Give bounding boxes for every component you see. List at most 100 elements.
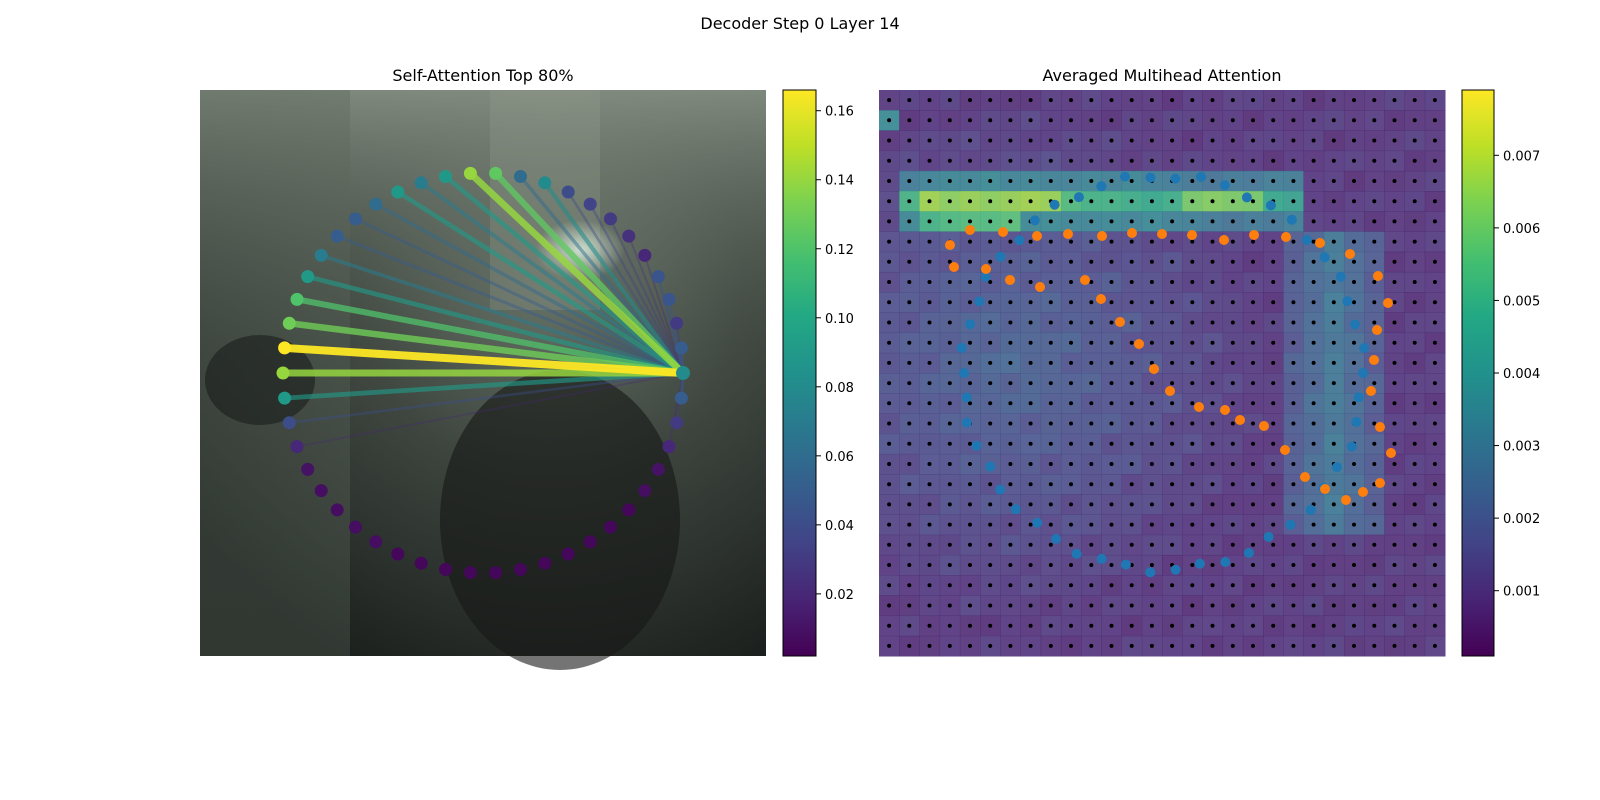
grid-dot — [1352, 522, 1356, 527]
grid-dot — [1069, 441, 1073, 446]
grid-dot — [1412, 340, 1417, 345]
contour-point — [981, 264, 991, 274]
grid-dot — [1372, 259, 1377, 264]
grid-dot — [1432, 381, 1437, 386]
contour-point — [638, 248, 652, 262]
grid-dot — [1331, 98, 1336, 103]
grid-dot — [1331, 441, 1336, 446]
grid-dot — [1109, 280, 1114, 284]
grid-dot — [1311, 199, 1316, 204]
grid-dot — [1129, 98, 1134, 103]
contour-point — [662, 440, 676, 454]
colorbar-tick-label: 0.001 — [1503, 585, 1540, 600]
contour-point — [278, 391, 292, 405]
grid-dot — [1392, 158, 1397, 163]
grid-dot — [1311, 239, 1316, 244]
grid-dot — [1372, 603, 1377, 608]
contour-point — [301, 462, 315, 476]
grid-dot — [988, 603, 993, 608]
contour-point — [314, 484, 328, 498]
grid-dot — [1190, 118, 1195, 123]
grid-dot — [1251, 603, 1255, 608]
contour-point — [282, 316, 296, 330]
grid-dot — [1170, 522, 1175, 527]
grid-dot — [1008, 98, 1013, 103]
contour-point — [1032, 517, 1043, 528]
grid-dot — [947, 179, 952, 183]
grid-dot — [927, 239, 932, 244]
grid-dot — [1311, 381, 1316, 386]
grid-dot — [1089, 482, 1094, 487]
grid-dot — [1372, 381, 1377, 386]
grid-dot — [927, 643, 932, 648]
grid-dot — [947, 563, 952, 567]
contour-point — [1170, 173, 1181, 184]
grid-dot — [1251, 441, 1255, 446]
contour-point — [1335, 271, 1346, 282]
grid-dot — [1028, 138, 1033, 143]
grid-dot — [1432, 482, 1437, 487]
contour-point — [1194, 402, 1204, 412]
grid-dot — [1069, 179, 1073, 183]
grid-dot — [1291, 643, 1296, 648]
grid-dot — [1028, 158, 1033, 163]
grid-dot — [1190, 603, 1195, 608]
grid-dot — [1392, 118, 1397, 123]
grid-dot — [1129, 542, 1134, 547]
grid-dot — [1190, 522, 1195, 527]
grid-dot — [1190, 563, 1195, 567]
contour-point — [1300, 472, 1310, 482]
grid-dot — [1008, 320, 1013, 325]
grid-dot — [1190, 320, 1195, 325]
grid-dot — [1271, 340, 1276, 345]
grid-dot — [1412, 219, 1417, 224]
contour-point — [676, 366, 690, 380]
grid-dot — [1311, 320, 1316, 325]
grid-dot — [1210, 482, 1215, 487]
grid-dot — [1372, 502, 1377, 507]
contour-point — [463, 566, 477, 580]
grid-dot — [988, 441, 993, 446]
contour-point — [1342, 296, 1353, 307]
grid-dot — [1271, 623, 1276, 628]
grid-dot — [1069, 643, 1073, 648]
grid-dot — [1149, 158, 1154, 163]
contour-point — [670, 316, 684, 330]
grid-dot — [988, 199, 993, 204]
contour-point — [1049, 199, 1060, 210]
grid-dot — [1048, 320, 1053, 325]
grid-dot — [1392, 381, 1397, 386]
grid-dot — [1109, 462, 1114, 466]
grid-dot — [1412, 199, 1417, 204]
grid-dot — [1412, 401, 1417, 406]
grid-dot — [1412, 583, 1417, 588]
grid-dot — [1069, 158, 1073, 163]
contour-point — [651, 462, 665, 476]
grid-dot — [1251, 179, 1255, 183]
grid-dot — [1352, 360, 1356, 365]
grid-dot — [1129, 401, 1134, 406]
grid-dot — [1008, 563, 1013, 567]
grid-dot — [1210, 583, 1215, 588]
grid-dot — [1271, 522, 1276, 527]
contour-point — [1145, 567, 1156, 578]
grid-dot — [1251, 118, 1255, 123]
grid-dot — [907, 542, 912, 547]
grid-dot — [1311, 421, 1316, 426]
grid-dot — [1210, 300, 1215, 305]
grid-dot — [1048, 421, 1053, 426]
grid-dot — [927, 381, 932, 386]
grid-dot — [1129, 300, 1134, 305]
grid-dot — [927, 441, 932, 446]
contour-point — [1349, 319, 1360, 330]
grid-dot — [1109, 360, 1114, 365]
grid-dot — [927, 603, 932, 608]
grid-dot — [1170, 542, 1175, 547]
attention-points — [276, 166, 690, 580]
grid-dot — [1190, 421, 1195, 426]
grid-dot — [1331, 138, 1336, 143]
contour-point — [622, 229, 636, 243]
contour-point — [282, 416, 296, 430]
grid-dot — [1069, 280, 1073, 284]
